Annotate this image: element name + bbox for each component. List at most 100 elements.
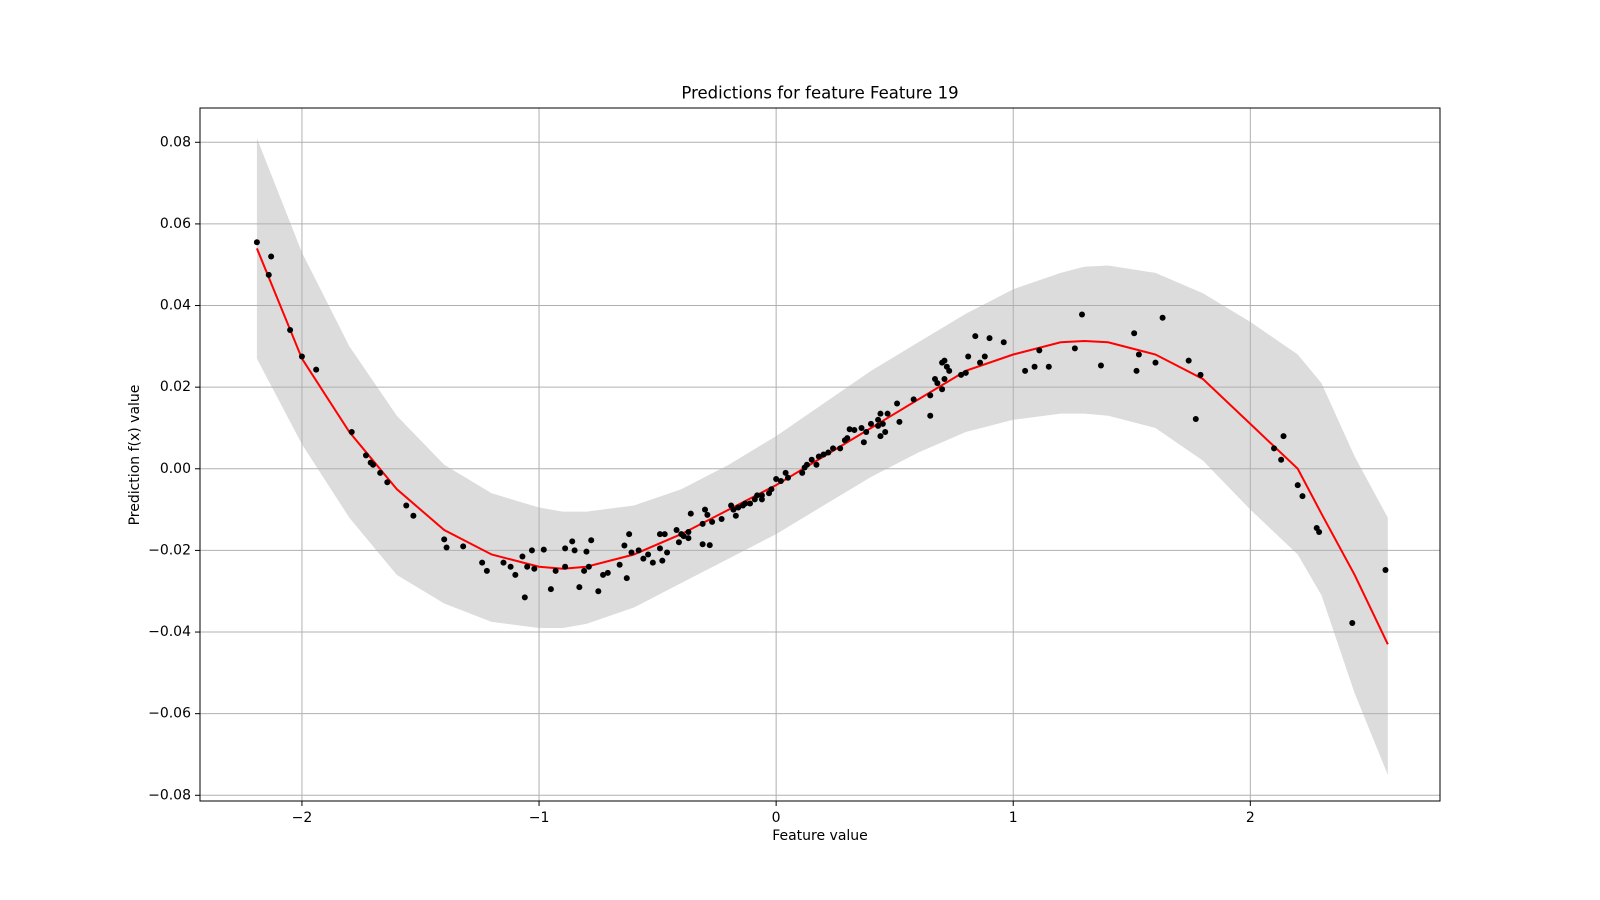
data-point: [675, 539, 682, 546]
data-point: [287, 327, 294, 334]
data-point: [910, 396, 917, 403]
y-tick-label: −0.02: [148, 542, 191, 558]
data-point: [799, 469, 806, 476]
data-point: [1159, 314, 1166, 321]
data-point: [879, 420, 886, 427]
data-point: [946, 367, 953, 374]
data-point: [1294, 482, 1301, 489]
data-point: [1349, 620, 1356, 627]
data-point: [635, 547, 642, 554]
data-point: [702, 506, 709, 513]
y-tick-label: −0.04: [148, 624, 191, 640]
data-point: [1036, 347, 1043, 354]
data-point: [531, 565, 538, 572]
data-point: [649, 559, 656, 566]
data-point: [528, 547, 535, 554]
data-point: [661, 531, 668, 538]
data-point: [441, 536, 448, 543]
data-point: [699, 520, 706, 527]
data-point: [443, 544, 450, 551]
data-point: [581, 567, 588, 574]
data-point: [875, 422, 882, 429]
data-point: [732, 512, 739, 519]
data-point: [965, 353, 972, 360]
data-point: [815, 453, 822, 460]
data-point: [820, 451, 827, 458]
data-point: [758, 496, 765, 503]
data-point: [1185, 357, 1192, 364]
data-point: [962, 369, 969, 376]
data-point: [576, 584, 583, 591]
data-point: [784, 474, 791, 481]
x-tick-label: −1: [529, 810, 550, 826]
data-point: [640, 555, 647, 562]
data-point: [524, 563, 531, 570]
data-point: [782, 469, 789, 476]
data-point: [1131, 330, 1138, 337]
y-tick-label: 0.04: [160, 298, 191, 314]
data-point: [1152, 359, 1159, 366]
data-point: [747, 500, 754, 507]
data-point: [718, 515, 725, 522]
data-point: [512, 571, 519, 578]
data-point: [958, 371, 965, 378]
data-point: [645, 551, 652, 558]
data-point: [569, 538, 576, 545]
data-point: [1097, 362, 1104, 369]
data-point: [986, 335, 993, 342]
data-point: [875, 416, 882, 423]
data-point: [730, 506, 737, 513]
data-point: [685, 529, 692, 536]
data-point: [483, 567, 490, 574]
y-axis-label: Prediction f(x) value: [127, 385, 143, 526]
data-point: [253, 239, 260, 246]
data-point: [571, 547, 578, 554]
data-point: [1278, 456, 1285, 463]
data-point: [1031, 363, 1038, 370]
data-point: [585, 563, 592, 570]
data-point: [939, 386, 946, 393]
data-point: [706, 542, 713, 549]
data-point: [628, 549, 635, 556]
data-point: [362, 452, 369, 459]
data-point: [521, 594, 528, 601]
data-point: [808, 456, 815, 463]
data-point: [265, 271, 272, 278]
data-point: [825, 449, 832, 456]
data-point: [685, 535, 692, 542]
plot-frame: [199, 107, 1441, 802]
data-point: [656, 545, 663, 552]
data-point: [863, 429, 870, 436]
data-point: [844, 435, 851, 442]
data-point: [687, 510, 694, 517]
data-point: [941, 375, 948, 382]
data-point: [699, 541, 706, 548]
data-point: [972, 333, 979, 340]
data-point: [927, 392, 934, 399]
x-tick-label: −2: [292, 810, 313, 826]
y-tick-label: −0.06: [148, 706, 191, 722]
data-point: [507, 563, 514, 570]
data-point: [1299, 493, 1306, 500]
data-point: [1192, 415, 1199, 422]
data-point: [867, 420, 874, 427]
data-point: [479, 559, 486, 566]
data-point: [846, 426, 853, 433]
data-point: [595, 588, 602, 595]
data-point: [403, 502, 410, 509]
data-point: [1280, 433, 1287, 440]
data-point: [562, 563, 569, 570]
data-point: [370, 461, 377, 468]
data-point: [754, 492, 761, 499]
data-point: [927, 412, 934, 419]
data-point: [604, 569, 611, 576]
data-point: [830, 445, 837, 452]
data-point: [1000, 339, 1007, 346]
data-point: [384, 479, 391, 486]
data-point: [1071, 345, 1078, 352]
data-point: [837, 445, 844, 452]
data-point: [709, 518, 716, 525]
x-tick-label: 1: [1009, 810, 1018, 826]
data-point: [894, 400, 901, 407]
data-point: [500, 559, 507, 566]
